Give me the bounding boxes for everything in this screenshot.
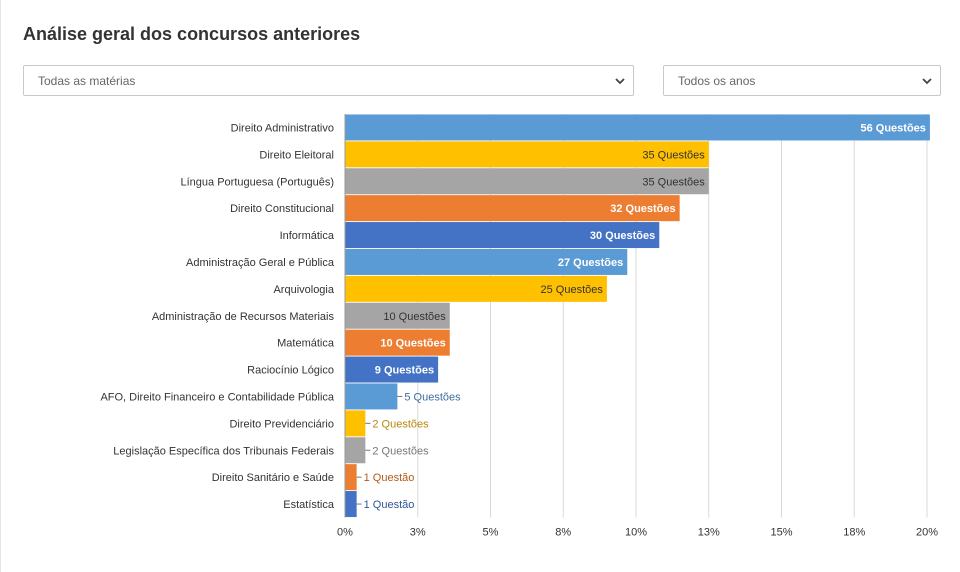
x-tick-label: 0% xyxy=(337,527,353,539)
bar xyxy=(345,222,660,249)
category-label: Raciocínio Lógico xyxy=(247,365,334,377)
data-label: 56 Questões xyxy=(860,122,925,134)
bar xyxy=(345,195,680,222)
data-label: 9 Questões xyxy=(375,365,434,377)
category-label: Direito Constitucional xyxy=(230,203,334,215)
x-tick-label: 18% xyxy=(843,527,865,539)
bar xyxy=(345,114,930,141)
x-tick-label: 13% xyxy=(698,527,720,539)
category-label: Estatística xyxy=(283,499,335,511)
data-label: 35 Questões xyxy=(642,176,705,188)
bar xyxy=(345,329,450,356)
subject-select-value: Todas as matérias xyxy=(38,74,136,88)
bar xyxy=(345,356,439,383)
category-label: Direito Eleitoral xyxy=(259,149,334,161)
year-select-value: Todos os anos xyxy=(678,74,756,88)
data-label: 10 Questões xyxy=(380,338,445,350)
data-label: 2 Questões xyxy=(372,445,429,457)
bar xyxy=(345,464,357,491)
data-label: 1 Questão xyxy=(364,472,415,484)
card-edge xyxy=(0,0,1,572)
bar xyxy=(345,491,357,518)
category-label: Administração de Recursos Materiais xyxy=(152,311,335,323)
x-tick-label: 3% xyxy=(410,527,426,539)
category-label: Legislação Específica dos Tribunais Fede… xyxy=(113,445,334,457)
data-label: 32 Questões xyxy=(610,203,675,215)
category-label: Arquivologia xyxy=(273,284,334,296)
data-label: 1 Questão xyxy=(364,499,415,511)
data-label: 25 Questões xyxy=(541,284,604,296)
category-label: Informática xyxy=(280,230,335,242)
x-tick-label: 8% xyxy=(555,527,571,539)
bar xyxy=(345,410,366,437)
x-tick-label: 15% xyxy=(770,527,792,539)
bar xyxy=(345,437,366,464)
data-label: 35 Questões xyxy=(642,149,705,161)
category-label: Matemática xyxy=(277,338,335,350)
category-label: Direito Sanitário e Saúde xyxy=(212,472,334,484)
bar xyxy=(345,141,709,168)
data-label: 27 Questões xyxy=(558,257,623,269)
chevron-down-icon xyxy=(922,78,932,85)
category-label: Língua Portuguesa (Português) xyxy=(181,176,335,188)
data-label: 10 Questões xyxy=(383,311,446,323)
x-tick-label: 5% xyxy=(483,527,499,539)
data-label: 30 Questões xyxy=(590,230,655,242)
data-label: 2 Questões xyxy=(372,418,429,430)
category-label: AFO, Direito Financeiro e Contabilidade … xyxy=(100,391,334,403)
category-label: Administração Geral e Pública xyxy=(186,257,335,269)
category-label: Direito Previdenciário xyxy=(229,418,334,430)
data-label: 5 Questões xyxy=(404,391,461,403)
bar xyxy=(345,248,628,275)
x-tick-label: 10% xyxy=(625,527,647,539)
x-tick-label: 20% xyxy=(916,527,938,539)
year-select[interactable]: Todos os anos xyxy=(663,65,941,96)
category-label: Direito Administrativo xyxy=(231,122,334,134)
bar xyxy=(345,275,607,302)
subject-select[interactable]: Todas as matérias xyxy=(23,65,634,96)
chevron-down-icon xyxy=(615,78,625,85)
page-title: Análise geral dos concursos anteriores xyxy=(23,24,361,44)
bar xyxy=(345,168,709,195)
bar xyxy=(345,302,450,329)
bar xyxy=(345,383,398,410)
